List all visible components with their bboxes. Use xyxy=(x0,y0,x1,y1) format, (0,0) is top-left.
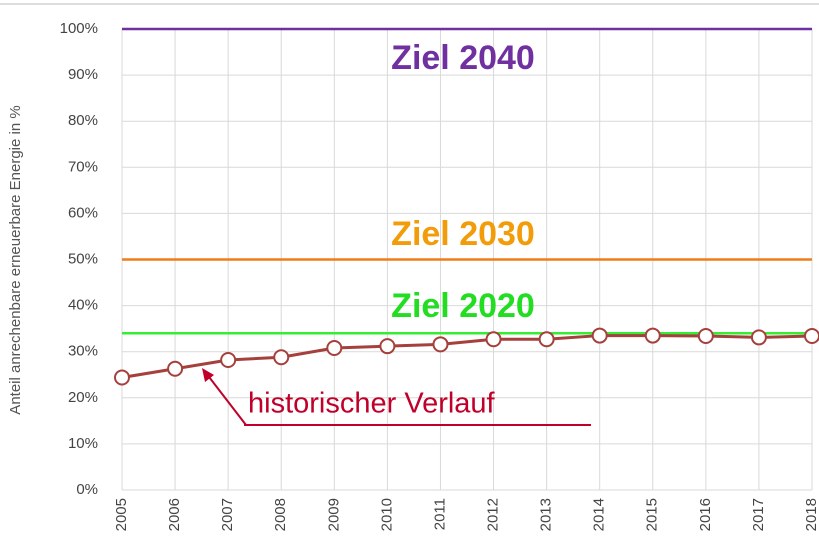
annotation-arrowhead xyxy=(202,368,214,382)
annotation-arrow xyxy=(205,372,247,426)
series-line xyxy=(121,334,813,379)
x-tick-label: 2007 xyxy=(219,498,236,531)
y-tick-label: 10% xyxy=(68,435,98,452)
point xyxy=(485,331,502,348)
y-axis-title: Anteil anrechenbare erneuerbare Energie … xyxy=(7,105,24,414)
x-tick-label: 2014 xyxy=(591,498,608,531)
point xyxy=(804,328,819,345)
y-tick-label: 90% xyxy=(68,66,98,83)
point xyxy=(379,338,396,355)
target-label: Ziel 2040 xyxy=(391,39,535,77)
point xyxy=(220,351,237,368)
x-tick-label: 2016 xyxy=(697,498,714,531)
y-tick-label: 20% xyxy=(68,389,98,406)
point xyxy=(591,327,608,344)
x-tick-label: 2008 xyxy=(272,498,289,531)
point xyxy=(114,369,130,386)
target-label: Ziel 2030 xyxy=(391,215,535,253)
point xyxy=(644,327,661,344)
x-tick-label: 2010 xyxy=(378,498,395,531)
x-tick-label: 2018 xyxy=(803,498,819,531)
point xyxy=(273,349,290,366)
y-tick-label: 100% xyxy=(60,20,98,37)
annotation-text: historischer Verlauf xyxy=(248,388,496,420)
x-tick-label: 2012 xyxy=(485,498,502,531)
x-tick-label: 2005 xyxy=(113,498,130,531)
point xyxy=(697,328,714,345)
x-tick-label: 2015 xyxy=(644,498,661,531)
y-tick-label: 70% xyxy=(68,158,98,175)
x-tick-label: 2006 xyxy=(166,498,183,531)
y-tick-label: 60% xyxy=(68,204,98,221)
y-tick-label: 40% xyxy=(68,297,98,314)
target-label: Ziel 2020 xyxy=(391,287,535,325)
y-tick-label: 50% xyxy=(68,250,98,267)
point xyxy=(432,336,449,353)
point xyxy=(750,329,767,346)
x-tick-label: 2013 xyxy=(538,498,555,531)
y-tick-label: 30% xyxy=(68,343,98,360)
x-tick-label: 2017 xyxy=(750,498,767,531)
x-tick-label: 2009 xyxy=(325,498,342,531)
y-tick-label: 80% xyxy=(68,112,98,129)
point xyxy=(326,340,343,357)
y-tick-label: 0% xyxy=(76,481,98,498)
point xyxy=(167,360,184,377)
x-tick-label: 2011 xyxy=(431,498,448,530)
point xyxy=(538,331,555,348)
